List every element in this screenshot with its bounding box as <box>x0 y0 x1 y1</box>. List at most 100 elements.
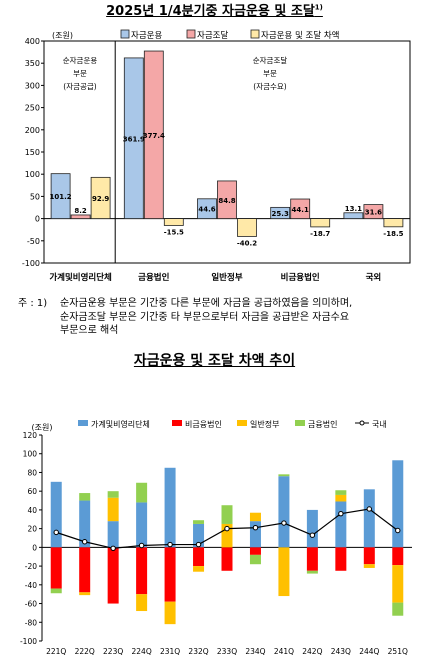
chart1-data-label: -18.7 <box>310 230 330 238</box>
chart2-x-tick-label: 223Q <box>103 647 123 656</box>
chart2-x-tick-label: 234Q <box>245 647 265 656</box>
chart2-bar-segment <box>278 476 290 548</box>
chart2-bar-segment <box>306 570 318 574</box>
chart2-y-tick-label: 60 <box>27 487 37 496</box>
chart1-bar <box>123 57 144 219</box>
chart1-data-label: -15.5 <box>164 228 184 236</box>
chart2-line-point <box>110 545 116 552</box>
chart2: 120 100 80 60 40 20 0 -20 -40 -60 -80 -100 (조원) 221Q 2… <box>20 419 412 656</box>
chart2-legend-swatch <box>78 420 88 426</box>
chart2-bar-segment <box>363 489 375 548</box>
chart1-bar <box>50 173 71 220</box>
chart2-y-tick-label: 80 <box>27 468 37 477</box>
chart1-category-label: 국외 <box>366 272 382 283</box>
chart1-data-label: 361.9 <box>123 135 145 143</box>
chart1-data-label: 31.6 <box>365 209 382 217</box>
chart2-line-point <box>366 506 373 512</box>
chart2-line-point <box>167 541 173 548</box>
chart1-data-label: -18.5 <box>383 230 403 238</box>
chart2-bar-segment <box>306 509 318 548</box>
chart2-y-tick-label: 20 <box>27 525 37 534</box>
chart2-bar-segment <box>193 523 205 548</box>
chart2-bar-segment <box>107 547 119 604</box>
chart1: 400 350 300 250 200 150 100 50 0 -50 -100 (조원) 가계및비영… <box>22 29 411 283</box>
chart2-bar-segment <box>335 494 347 502</box>
chart1-category-label: 일반정부 <box>211 272 242 283</box>
chart2-y-tick-label: 120 <box>23 431 38 440</box>
chart2-bar-segment <box>193 547 205 567</box>
chart2-legend-swatch <box>172 420 182 426</box>
chart1-y-axis-label: (조원) <box>52 31 73 40</box>
chart1-bar <box>290 198 311 220</box>
chart1-legend-label: 자금운용 및 조달 차액 <box>261 30 340 41</box>
chart2-bar-segment <box>278 547 290 597</box>
chart1-data-label: 8.2 <box>74 207 87 215</box>
footnote-prefix: 주 : 1) <box>18 298 48 309</box>
chart1-y-tick-label: 300 <box>25 81 40 90</box>
chart2-line-point <box>81 539 88 545</box>
chart1-y-tick-label: 100 <box>25 170 40 179</box>
chart2-y-tick-label: -60 <box>25 600 37 609</box>
chart1-y-tick-label: 150 <box>25 148 40 157</box>
chart1-data-label: 84.8 <box>218 197 235 205</box>
chart2-bar-segment <box>79 500 91 548</box>
chart2-y-axis-label: (조원) <box>32 423 53 432</box>
chart1-y-tick-label: 50 <box>30 192 40 201</box>
chart1-data-label: 101.2 <box>50 193 72 201</box>
chart1-data-label: -40.2 <box>237 239 257 247</box>
chart2-x-tick-label: 233Q <box>217 647 237 656</box>
chart1-bar <box>163 218 184 226</box>
chart1-data-label: 13.1 <box>345 205 362 213</box>
chart1-bar <box>197 198 217 220</box>
chart1-bar <box>310 218 331 228</box>
chart2-line-point <box>195 541 202 548</box>
chart2-bar-segment <box>164 601 176 625</box>
chart1-bar <box>217 180 237 220</box>
chart1-legend-label: 자금운용 <box>131 31 162 41</box>
chart2-title: 자금운용 및 조달 차액 추이 <box>133 353 296 369</box>
chart2-line-point <box>138 542 145 549</box>
chart2-bar-segment <box>164 547 176 602</box>
chart2-bar-segment <box>136 547 148 595</box>
chart2-bar-segment <box>249 554 261 565</box>
chart2-bar-segment <box>221 505 233 524</box>
chart2-legend-label: 금융법인 <box>308 419 337 429</box>
chart2-legend-label: 가계및비영리단체 <box>91 419 150 429</box>
chart2-bar-segment <box>278 474 290 477</box>
chart2-bar-segment <box>306 547 318 571</box>
chart1-data-label: 44.1 <box>292 206 309 214</box>
chart2-bar-segment <box>392 547 404 566</box>
chart2-bar-segment <box>79 547 91 593</box>
chart2-y-tick-label: 40 <box>27 506 37 515</box>
chart2-y-tick-label: -100 <box>20 637 37 646</box>
chart2-bar-segment <box>79 493 91 501</box>
chart1-y-tick-label: 200 <box>25 126 40 135</box>
chart2-legend-swatch <box>237 420 247 426</box>
footnote-line-1: 순자금운용 부문은 기간중 다른 부문에 자금을 공급하였음을 의미하며, <box>60 298 353 309</box>
chart1-data-label: 92.9 <box>92 195 109 203</box>
chart2-bar-segment <box>50 588 62 594</box>
chart1-annotation: 부문 <box>263 69 277 78</box>
chart2-bar-segment <box>392 602 404 616</box>
chart1-legend-swatch <box>186 29 196 39</box>
chart1-data-label: 377.4 <box>143 132 165 140</box>
chart2-bar-segment <box>50 481 62 548</box>
chart2-bar-segment <box>335 547 347 571</box>
chart1-title: 2025년 1/4분기중 자금운용 및 조달1) <box>106 3 323 19</box>
chart1-legend-label: 자금조달 <box>197 30 228 41</box>
chart2-line-point <box>252 525 259 531</box>
chart2-bar-segment <box>50 547 62 589</box>
chart2-line-point <box>53 529 59 536</box>
chart2-bar-segment <box>221 523 233 548</box>
chart2-x-tick-label: 242Q <box>302 647 322 656</box>
chart2-legend-label: 비금융법인 <box>185 419 222 429</box>
chart1-y-tick-label: -100 <box>22 259 40 268</box>
chart2-bar-segment <box>164 467 176 548</box>
chart2-bar-segment <box>136 482 148 503</box>
chart2-line-point <box>395 527 401 534</box>
chart2-x-tick-label: 243Q <box>331 647 351 656</box>
chart2-line-point <box>338 510 344 517</box>
chart2-bar-segment <box>392 460 404 548</box>
footnote-line-2: 순자금조달 부문은 기간중 타 부문으로부터 자금을 공급받은 자금수요 <box>60 311 350 323</box>
chart1-bar <box>363 204 384 219</box>
